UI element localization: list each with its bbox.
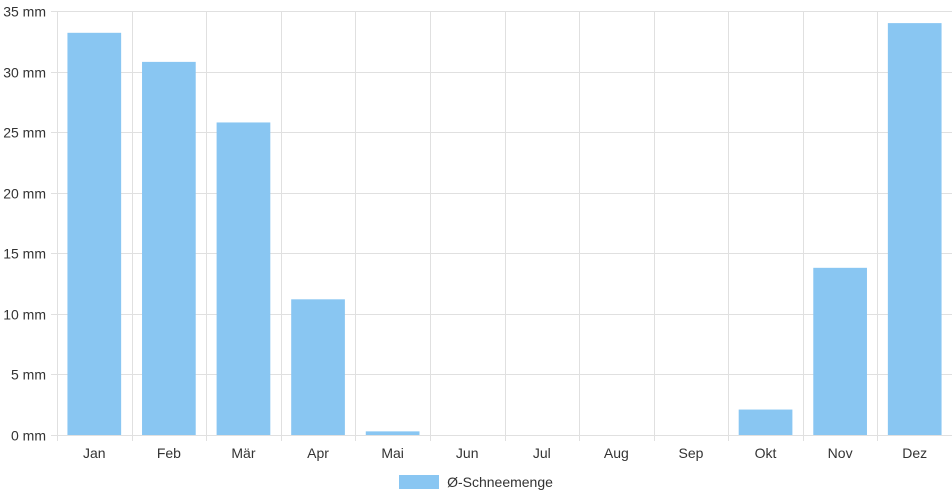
bars	[67, 23, 942, 436]
bar-nov[interactable]	[813, 267, 867, 435]
y-tick-label: 35 mm	[3, 4, 46, 20]
x-tick-label: Mär	[231, 445, 255, 461]
legend-label: Ø-Schneemenge	[447, 474, 553, 490]
x-tick-label: Jun	[456, 445, 479, 461]
bar-apr[interactable]	[291, 299, 345, 435]
grid-lines	[51, 11, 952, 441]
bar-jan[interactable]	[67, 32, 122, 435]
x-tick-label: Jul	[533, 445, 551, 461]
x-tick-label: Sep	[678, 445, 703, 461]
x-tick-label: Nov	[828, 445, 853, 461]
x-tick-label: Jan	[83, 445, 106, 461]
bar-mai[interactable]	[365, 431, 420, 435]
bar-mär[interactable]	[216, 122, 271, 436]
x-tick-label: Feb	[157, 445, 181, 461]
y-tick-label: 10 mm	[3, 307, 46, 323]
x-tick-label: Apr	[307, 445, 329, 461]
x-tick-label: Mai	[381, 445, 404, 461]
x-tick-label: Okt	[755, 445, 777, 461]
y-tick-label: 0 mm	[11, 428, 46, 444]
y-tick-label: 15 mm	[3, 246, 46, 262]
bar-dez[interactable]	[887, 23, 942, 435]
x-tick-label: Aug	[604, 445, 629, 461]
y-tick-label: 30 mm	[3, 65, 46, 81]
y-axis-ticks: 0 mm 5 mm 10 mm 15 mm 20 mm 25 mm 30 mm 35 mm	[3, 4, 46, 444]
snow-bar-chart: 0 mm 5 mm 10 mm 15 mm 20 mm 25 mm 30 mm 35 mm J…	[3, 4, 952, 461]
legend[interactable]: Ø-Schneemenge	[0, 472, 952, 492]
bar-feb[interactable]	[142, 61, 196, 435]
legend-swatch	[399, 475, 440, 489]
y-tick-label: 25 mm	[3, 125, 46, 141]
y-tick-label: 5 mm	[11, 367, 46, 383]
bar-okt[interactable]	[738, 409, 793, 435]
x-axis-ticks: Jan Feb Mär Apr Mai Jun Jul Aug Sep Okt Nov Dez	[83, 445, 927, 461]
x-tick-label: Dez	[902, 445, 927, 461]
y-tick-label: 20 mm	[3, 186, 46, 202]
